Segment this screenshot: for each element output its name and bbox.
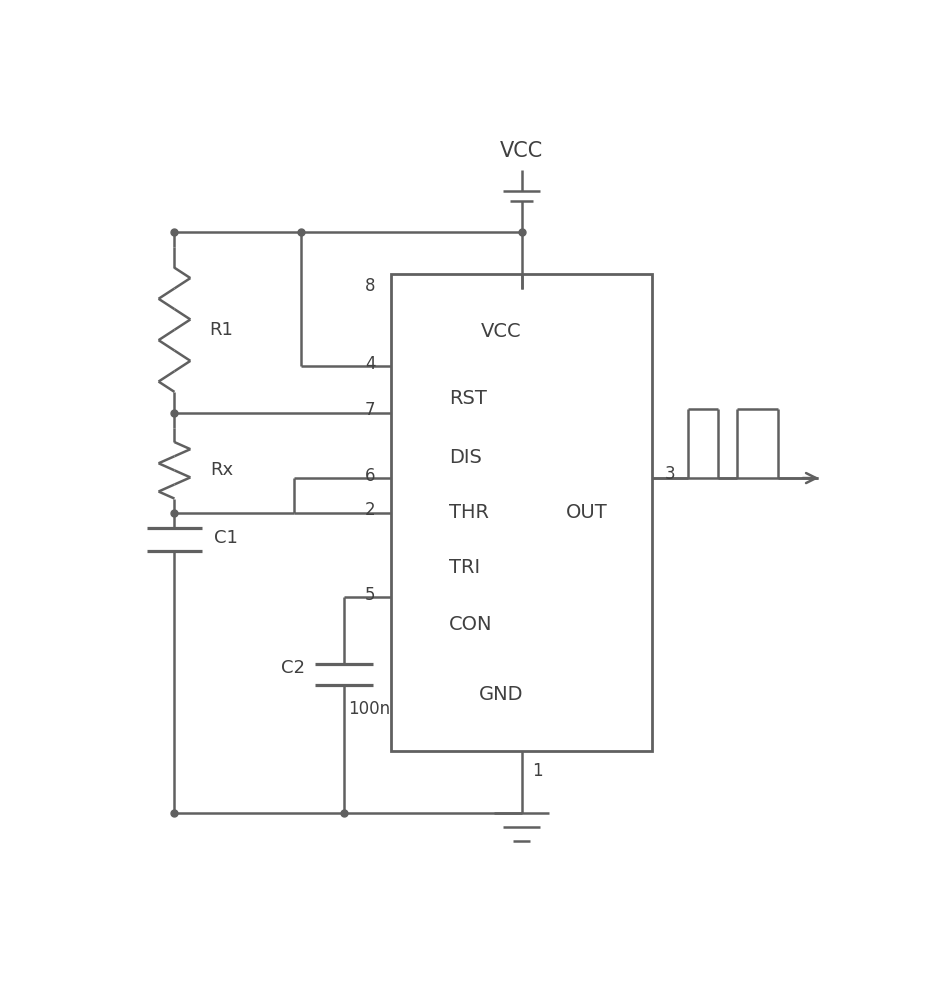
- Text: 5: 5: [365, 586, 375, 604]
- Text: VCC: VCC: [480, 322, 521, 341]
- Text: CON: CON: [450, 615, 493, 634]
- Text: 6: 6: [365, 467, 375, 485]
- Text: 2: 2: [365, 501, 375, 519]
- Text: 3: 3: [664, 465, 675, 483]
- Text: OUT: OUT: [565, 503, 607, 522]
- Text: VCC: VCC: [500, 141, 543, 161]
- Text: C2: C2: [281, 659, 304, 677]
- Text: 8: 8: [365, 277, 375, 295]
- Text: GND: GND: [479, 685, 523, 704]
- Text: RST: RST: [450, 389, 487, 408]
- Text: 4: 4: [365, 355, 375, 373]
- Text: Rx: Rx: [211, 461, 234, 479]
- Text: 100n: 100n: [348, 700, 390, 718]
- Text: THR: THR: [450, 503, 489, 522]
- Text: TRI: TRI: [450, 558, 480, 577]
- Text: 1: 1: [533, 762, 543, 780]
- Text: R1: R1: [209, 321, 233, 339]
- Text: C1: C1: [215, 529, 238, 547]
- Bar: [392, 274, 651, 751]
- Text: DIS: DIS: [450, 448, 482, 467]
- Text: 7: 7: [365, 401, 375, 419]
